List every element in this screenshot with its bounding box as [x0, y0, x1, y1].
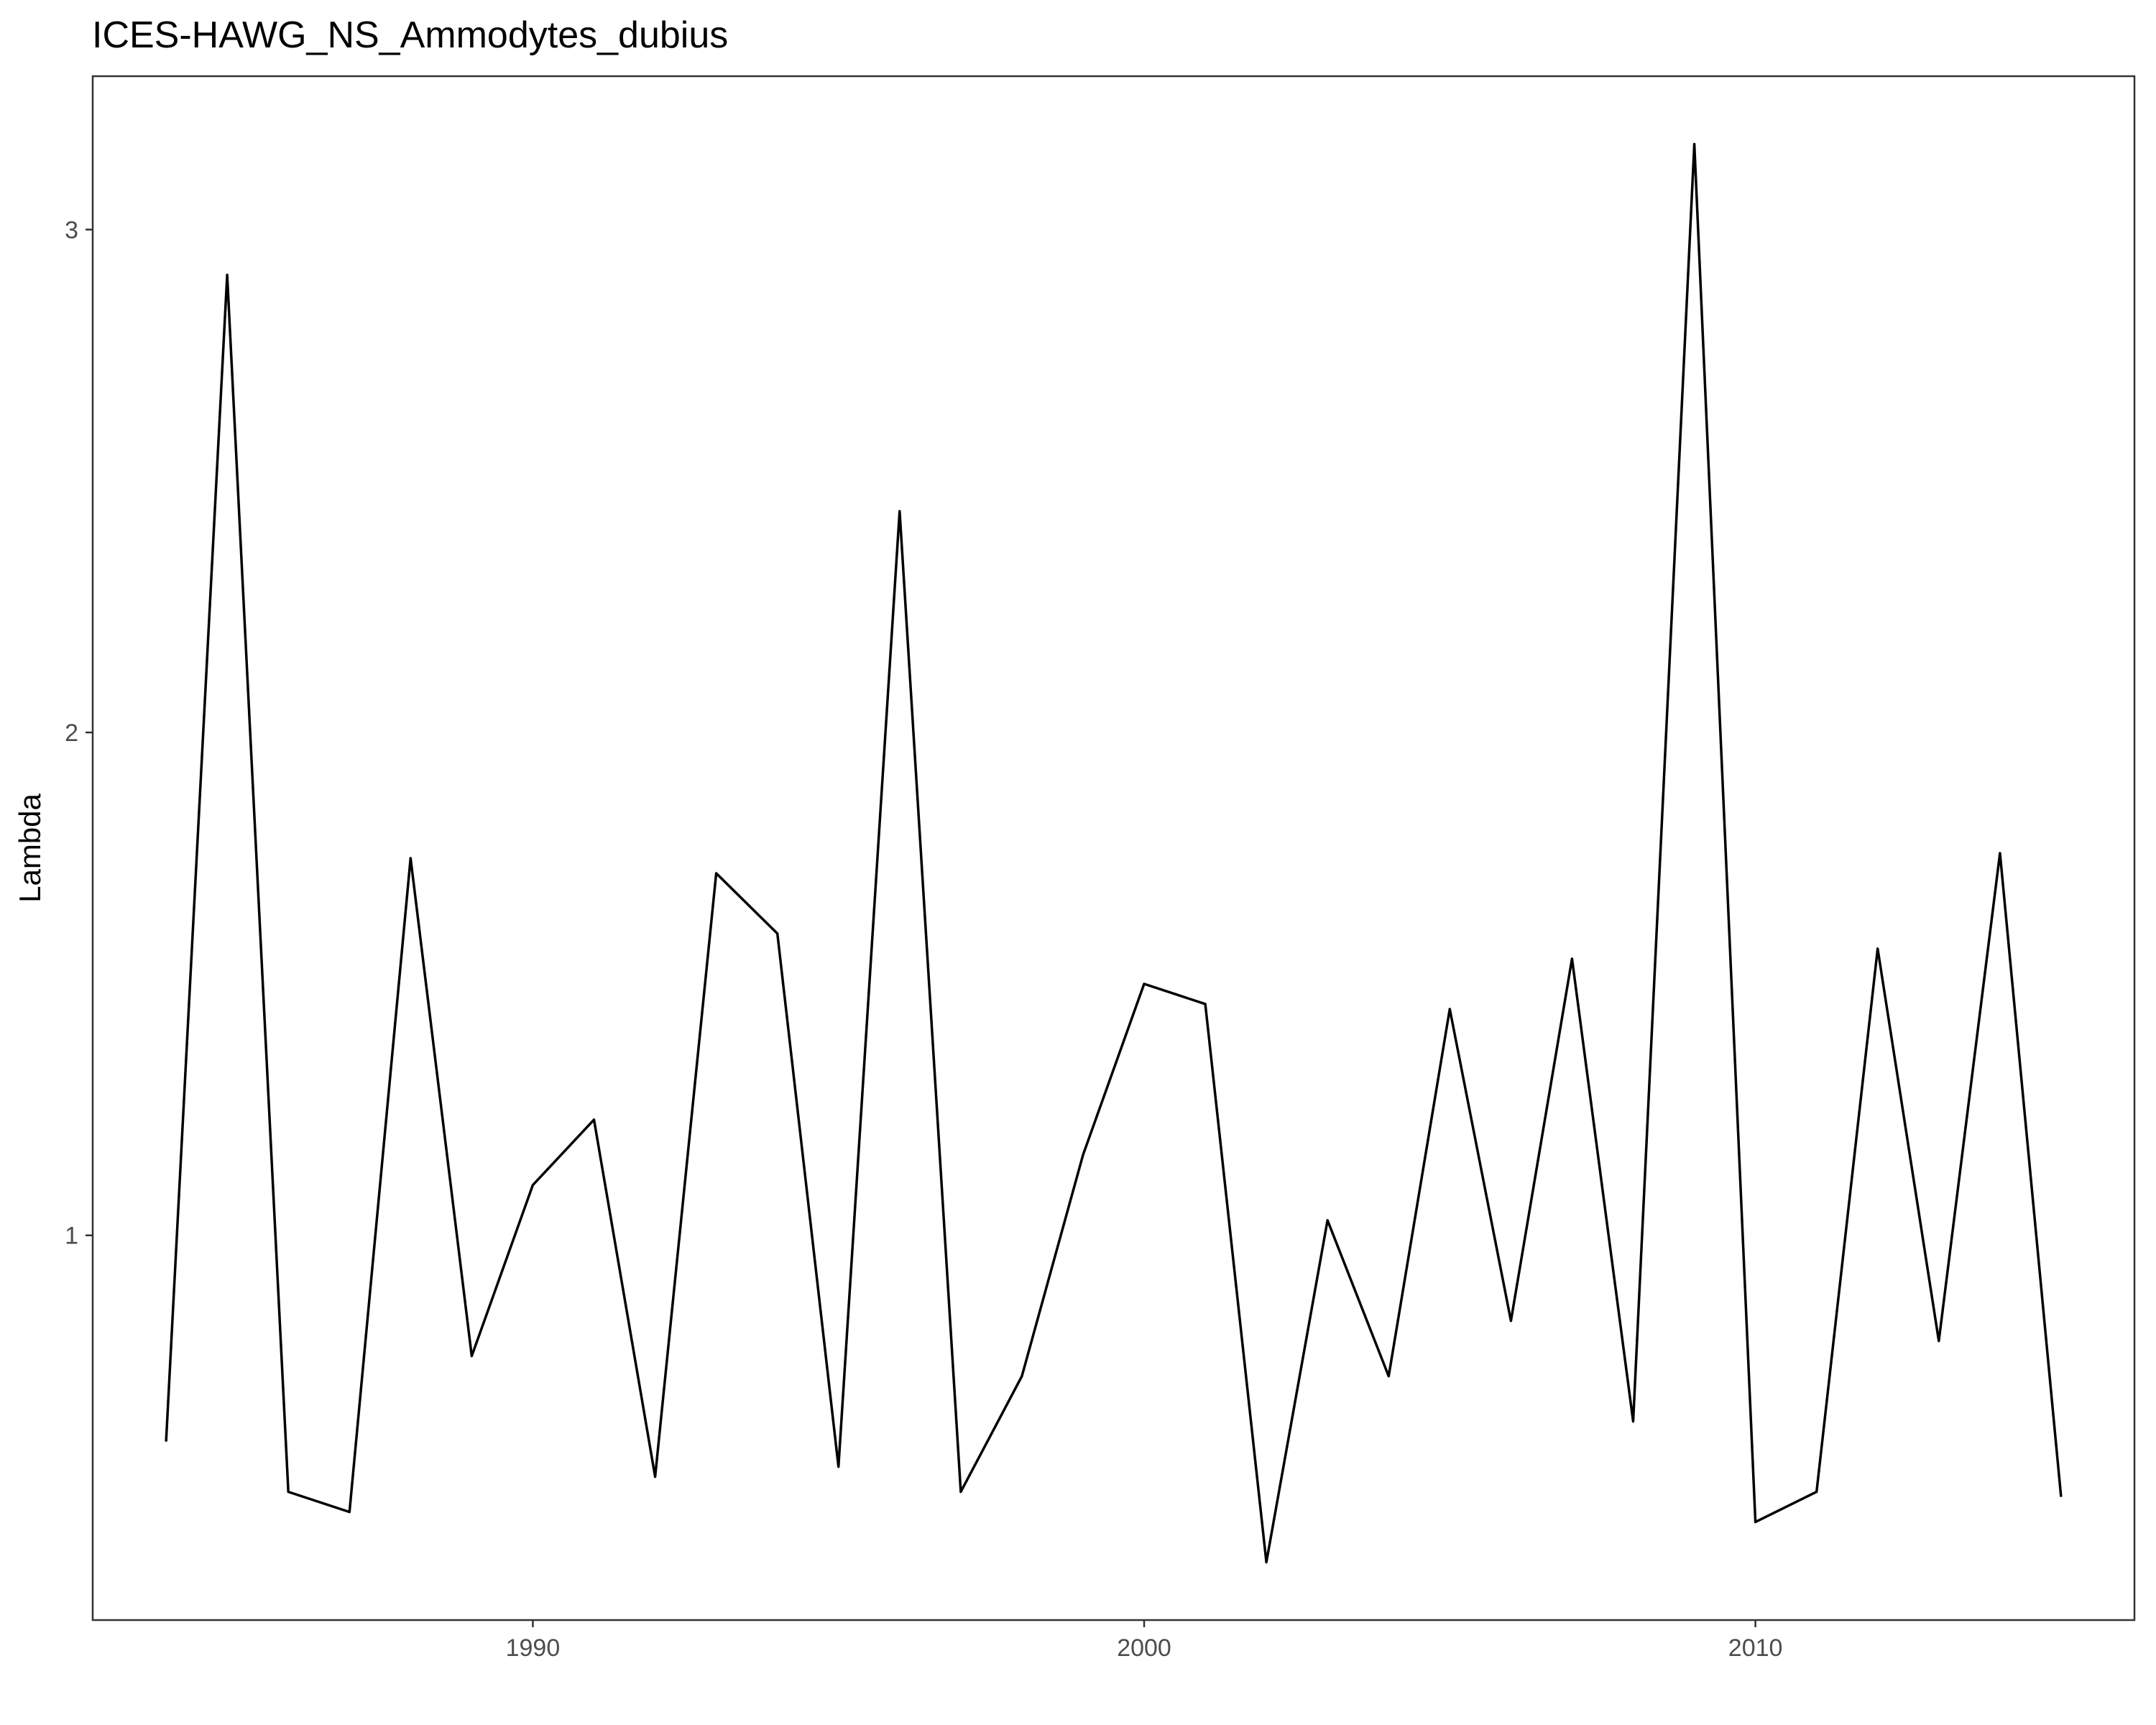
y-tick-label: 2	[65, 719, 78, 747]
x-tick-label: 2010	[1728, 1634, 1783, 1662]
plot-panel	[91, 75, 2136, 1622]
x-tick-label: 2000	[1117, 1634, 1171, 1662]
y-axis: 1 2 3	[65, 216, 93, 1250]
series-line	[165, 142, 2063, 1564]
y-tick-label: 3	[65, 216, 78, 244]
x-tick-label: 1990	[506, 1634, 561, 1662]
chart-title: ICES-HAWG_NS_Ammodytes_dubius	[92, 14, 728, 56]
y-tick-label: 1	[65, 1223, 78, 1250]
x-axis: 1990 2000 2010	[506, 1620, 1783, 1662]
y-axis-title: Lambda	[13, 793, 47, 902]
